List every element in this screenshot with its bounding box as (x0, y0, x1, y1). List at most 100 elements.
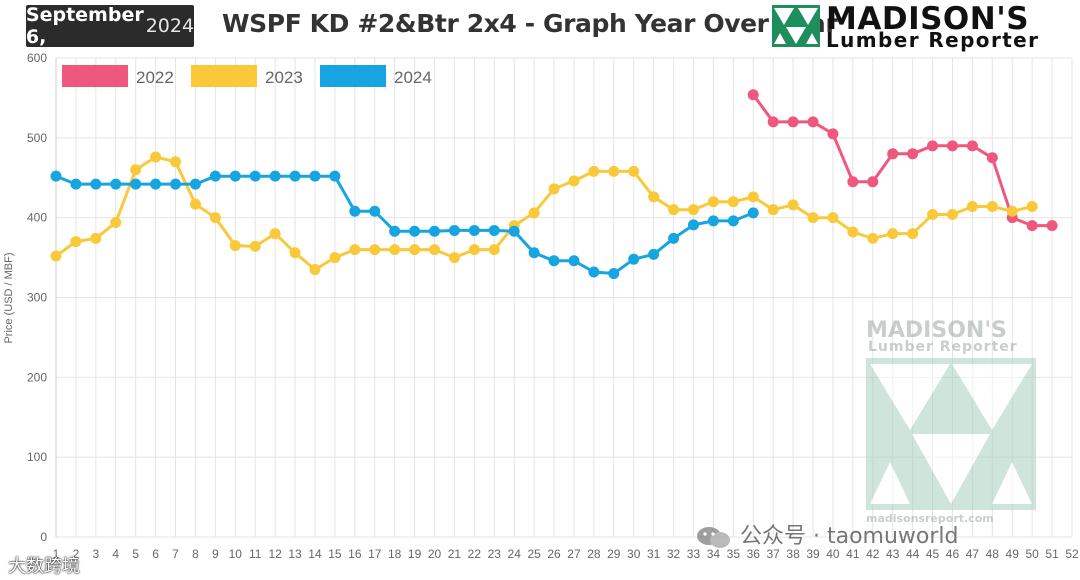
data-point-2024[interactable] (209, 170, 221, 182)
data-point-2024[interactable] (170, 178, 182, 190)
legend[interactable]: 2022 2023 2024 (62, 65, 432, 87)
data-point-2024[interactable] (329, 170, 341, 182)
data-point-2023[interactable] (229, 240, 241, 252)
data-point-2023[interactable] (727, 196, 739, 208)
legend-item-2023[interactable]: 2023 (191, 65, 303, 87)
data-point-2023[interactable] (309, 264, 321, 276)
data-point-2024[interactable] (369, 205, 381, 217)
data-point-2023[interactable] (907, 228, 919, 240)
data-point-2024[interactable] (50, 170, 62, 182)
data-point-2023[interactable] (269, 228, 281, 240)
data-point-2023[interactable] (110, 216, 122, 228)
data-point-2024[interactable] (608, 268, 620, 280)
data-point-2024[interactable] (528, 247, 540, 259)
data-point-2023[interactable] (847, 226, 859, 238)
data-point-2024[interactable] (429, 225, 441, 237)
data-point-2024[interactable] (409, 225, 421, 237)
data-point-2023[interactable] (189, 198, 201, 210)
data-point-2023[interactable] (648, 191, 660, 203)
data-point-2023[interactable] (668, 204, 680, 216)
data-point-2022[interactable] (907, 148, 919, 160)
data-point-2023[interactable] (389, 244, 401, 256)
data-point-2024[interactable] (90, 178, 102, 190)
data-point-2023[interactable] (528, 207, 540, 219)
data-point-2023[interactable] (488, 244, 500, 256)
data-point-2024[interactable] (448, 224, 460, 236)
data-point-2024[interactable] (289, 170, 301, 182)
data-point-2023[interactable] (687, 204, 699, 216)
data-point-2023[interactable] (887, 228, 899, 240)
data-point-2024[interactable] (508, 225, 520, 237)
data-point-2024[interactable] (568, 255, 580, 267)
data-point-2024[interactable] (349, 205, 361, 217)
data-point-2024[interactable] (389, 225, 401, 237)
data-point-2023[interactable] (70, 236, 82, 248)
data-point-2023[interactable] (448, 252, 460, 264)
data-point-2023[interactable] (568, 175, 580, 187)
data-point-2023[interactable] (867, 232, 879, 244)
data-point-2024[interactable] (189, 178, 201, 190)
data-point-2023[interactable] (130, 164, 142, 176)
data-point-2023[interactable] (946, 208, 958, 220)
data-point-2022[interactable] (787, 116, 799, 128)
data-point-2022[interactable] (966, 140, 978, 152)
data-point-2023[interactable] (209, 212, 221, 224)
data-point-2023[interactable] (827, 212, 839, 224)
data-point-2024[interactable] (110, 178, 122, 190)
data-point-2022[interactable] (827, 128, 839, 140)
data-point-2023[interactable] (608, 165, 620, 177)
data-point-2023[interactable] (747, 191, 759, 203)
data-point-2024[interactable] (70, 178, 82, 190)
data-point-2022[interactable] (867, 176, 879, 188)
data-point-2024[interactable] (150, 178, 162, 190)
data-point-2024[interactable] (628, 253, 640, 265)
data-point-2023[interactable] (966, 200, 978, 212)
data-point-2023[interactable] (409, 244, 421, 256)
data-point-2024[interactable] (309, 170, 321, 182)
data-point-2023[interactable] (349, 244, 361, 256)
data-point-2023[interactable] (548, 183, 560, 195)
data-point-2023[interactable] (289, 247, 301, 259)
data-point-2023[interactable] (707, 196, 719, 208)
data-point-2022[interactable] (1046, 220, 1058, 232)
data-point-2024[interactable] (488, 224, 500, 236)
data-point-2023[interactable] (90, 232, 102, 244)
data-point-2023[interactable] (369, 244, 381, 256)
data-point-2024[interactable] (249, 170, 261, 182)
data-point-2022[interactable] (946, 140, 958, 152)
data-point-2023[interactable] (927, 208, 939, 220)
data-point-2024[interactable] (588, 266, 600, 278)
data-point-2022[interactable] (807, 116, 819, 128)
data-point-2024[interactable] (269, 170, 281, 182)
data-point-2023[interactable] (1006, 205, 1018, 217)
data-point-2024[interactable] (747, 207, 759, 219)
data-point-2024[interactable] (648, 248, 660, 260)
data-point-2023[interactable] (468, 244, 480, 256)
data-point-2024[interactable] (130, 178, 142, 190)
data-point-2023[interactable] (329, 252, 341, 264)
data-point-2022[interactable] (1026, 220, 1038, 232)
data-point-2023[interactable] (50, 250, 62, 262)
data-point-2024[interactable] (548, 255, 560, 267)
data-point-2023[interactable] (767, 204, 779, 216)
data-point-2022[interactable] (747, 89, 759, 101)
data-point-2024[interactable] (668, 232, 680, 244)
data-point-2022[interactable] (927, 140, 939, 152)
data-point-2023[interactable] (1026, 200, 1038, 212)
data-point-2024[interactable] (707, 215, 719, 227)
data-point-2022[interactable] (986, 152, 998, 164)
data-point-2023[interactable] (150, 151, 162, 163)
data-point-2022[interactable] (887, 148, 899, 160)
data-point-2023[interactable] (807, 212, 819, 224)
data-point-2024[interactable] (229, 170, 241, 182)
data-point-2024[interactable] (468, 224, 480, 236)
data-point-2024[interactable] (727, 215, 739, 227)
data-point-2023[interactable] (787, 199, 799, 211)
data-point-2022[interactable] (767, 116, 779, 128)
data-point-2023[interactable] (249, 240, 261, 252)
data-point-2022[interactable] (847, 176, 859, 188)
data-point-2023[interactable] (628, 165, 640, 177)
legend-item-2022[interactable]: 2022 (62, 65, 174, 87)
legend-item-2024[interactable]: 2024 (320, 65, 432, 87)
data-point-2024[interactable] (687, 219, 699, 231)
